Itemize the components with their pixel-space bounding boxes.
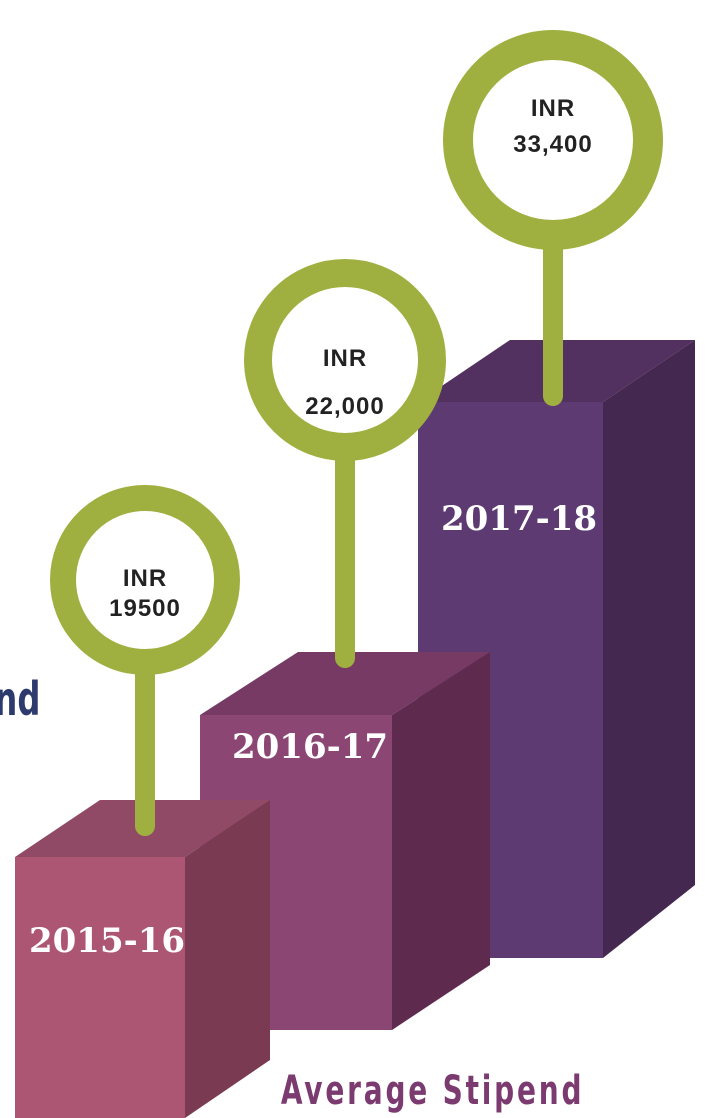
amount-line: INR bbox=[531, 95, 575, 122]
caption: Average Stipend bbox=[281, 1068, 584, 1114]
bar-top bbox=[200, 652, 490, 715]
bar-side bbox=[185, 800, 270, 1118]
amount-line: INR bbox=[323, 345, 367, 372]
year-label: 2017-18 bbox=[441, 499, 597, 539]
amount-line: 22,000 bbox=[305, 393, 384, 420]
pin-ring bbox=[443, 30, 663, 250]
year-label: 2015-16 bbox=[29, 921, 185, 961]
bar-side bbox=[392, 652, 490, 1030]
amount-line: 19500 bbox=[109, 595, 181, 622]
year-label: 2016-17 bbox=[232, 727, 388, 767]
pin-ring bbox=[50, 485, 240, 675]
bar-side bbox=[603, 340, 695, 958]
amount-line: 33,400 bbox=[513, 131, 592, 158]
amount-line: INR bbox=[123, 565, 167, 592]
side-text: nd bbox=[0, 673, 40, 726]
bar-front bbox=[15, 857, 185, 1118]
pin-ring bbox=[244, 259, 446, 461]
